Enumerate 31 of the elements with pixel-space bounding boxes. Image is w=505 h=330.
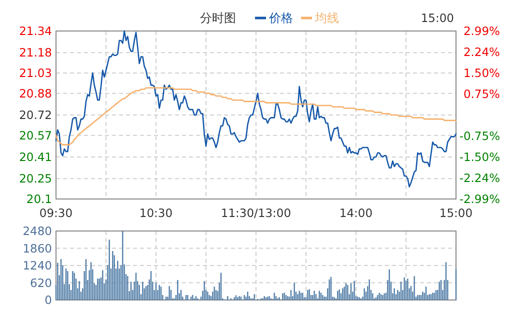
text: 15:00 — [420, 11, 454, 25]
x-tick-label: 09:30 — [39, 206, 73, 220]
y-tick-label: 20.72 — [19, 108, 52, 122]
y2-tick-label: -2.24% — [459, 170, 500, 185]
y2-tick-label: 2.24% — [463, 45, 500, 60]
y-tick-label: 21.03 — [19, 66, 52, 80]
y-tick-label: 20.41 — [19, 150, 52, 164]
x-tick-label: 11:30/13:00 — [220, 206, 292, 220]
y-tick-label: 0 — [44, 293, 52, 307]
x-tick-label: 14:00 — [339, 206, 373, 220]
y2-tick-label: 0.75% — [463, 86, 500, 101]
y2-tick-label: 1.50% — [463, 66, 500, 80]
legend-label: 均线 — [314, 11, 339, 25]
y-tick-label: 21.18 — [19, 46, 52, 60]
y2-tick-label: -0.75% — [459, 129, 500, 144]
y2-tick-label: -2.99% — [459, 192, 500, 206]
y-tick-label: 620 — [30, 276, 52, 290]
y2-tick-label: -1.50% — [459, 150, 500, 164]
x-tick-label: 10:30 — [139, 206, 173, 220]
y2-tick-label: 2.99% — [463, 24, 500, 38]
legend-label: 价格 — [268, 11, 293, 25]
y-tick-label: 20.1 — [26, 192, 52, 206]
y-tick-label: 1240 — [22, 258, 52, 272]
y-tick-label: 20.88 — [19, 86, 52, 100]
y-tick-label: 2480 — [22, 224, 52, 238]
y-tick-label: 21.34 — [19, 24, 52, 38]
y-tick-label: 20.25 — [19, 172, 52, 186]
chart-title: 分时图 — [200, 11, 236, 25]
y-tick-label: 1860 — [22, 241, 52, 256]
y-tick-label: 20.57 — [19, 128, 52, 142]
x-tick-label: 15:00 — [439, 206, 473, 220]
